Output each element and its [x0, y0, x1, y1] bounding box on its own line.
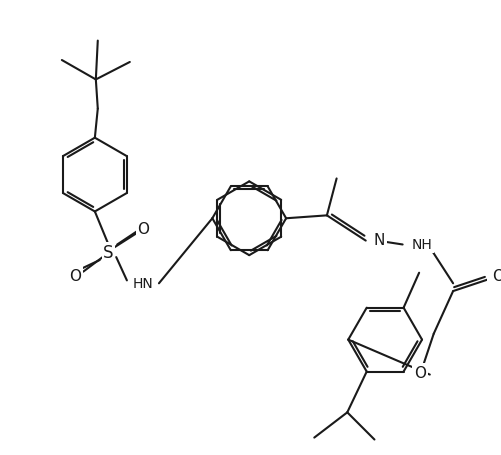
- Text: O: O: [70, 268, 82, 283]
- Text: S: S: [103, 244, 114, 262]
- Text: HN: HN: [133, 277, 154, 291]
- Text: O: O: [414, 365, 426, 380]
- Text: O: O: [492, 268, 501, 283]
- Text: N: N: [374, 233, 385, 248]
- Text: NH: NH: [412, 238, 432, 252]
- Text: O: O: [137, 222, 149, 237]
